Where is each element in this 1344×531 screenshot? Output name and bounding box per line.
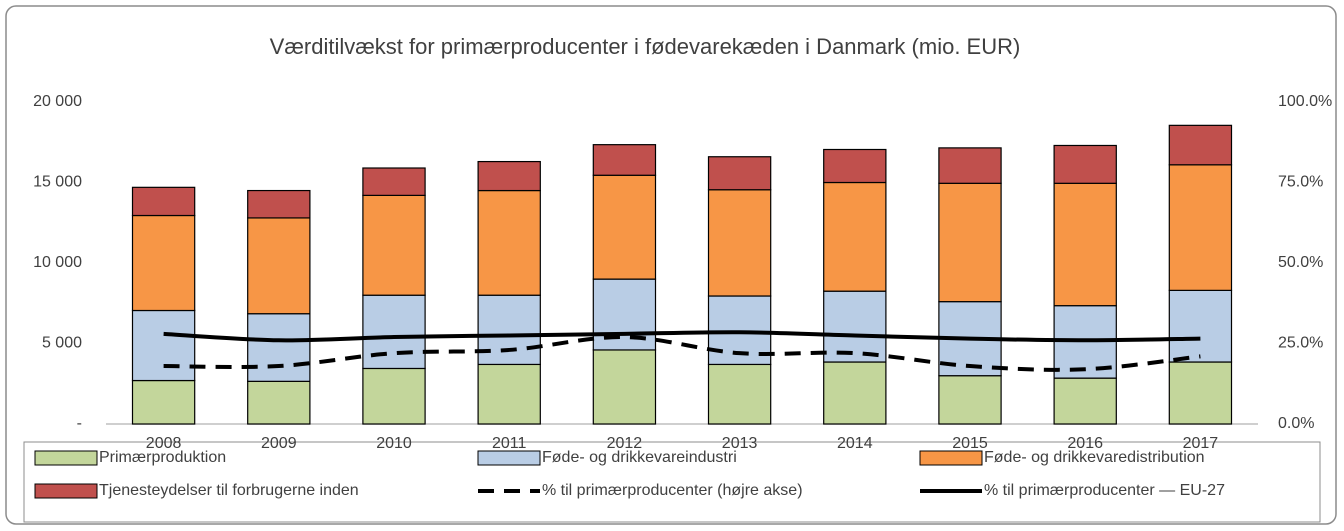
bar — [707, 156, 772, 191]
bar — [1053, 144, 1117, 184]
chart-title: Værditilvækst for primærproducenter i fø… — [270, 34, 1021, 59]
legend-frame — [23, 441, 1321, 523]
x-tick-label: 2016 — [1067, 435, 1103, 452]
legend-swatch — [919, 450, 983, 466]
legend-label: Tjenesteydelser til forbrugerne inden — [99, 482, 359, 499]
bar — [1168, 289, 1233, 363]
bar — [707, 189, 772, 297]
y2-tick-label: 50.0% — [1278, 254, 1323, 271]
line — [163, 330, 1201, 343]
bar — [247, 313, 311, 382]
bar — [592, 174, 657, 280]
bar — [938, 375, 1002, 425]
bar — [823, 290, 887, 363]
bar — [131, 309, 196, 382]
x-tick-label: 2012 — [607, 435, 643, 452]
x-tick-label: 2015 — [952, 435, 988, 452]
legend-swatch — [34, 483, 98, 499]
y-tick-label: 15 000 — [33, 174, 82, 191]
bar — [247, 217, 311, 315]
y2-tick-label: 25.0% — [1278, 335, 1323, 352]
bar — [477, 189, 541, 296]
y-tick-label: 20 000 — [33, 93, 82, 110]
legend-label: % til primærproducenter — EU-27 — [984, 482, 1225, 499]
bar — [477, 294, 541, 366]
bar — [131, 379, 196, 425]
bar — [823, 148, 887, 184]
legend-swatch — [34, 450, 98, 466]
bar — [938, 147, 1002, 184]
bar — [592, 349, 657, 425]
bar — [1053, 377, 1117, 425]
x-tick-label: 2014 — [837, 435, 873, 452]
y2-tick-label: 100.0% — [1278, 93, 1332, 110]
bar — [362, 194, 426, 296]
legend-label: Føde- og drikkevareindustri — [542, 449, 737, 466]
x-tick-label: 2009 — [261, 435, 297, 452]
bar — [1168, 361, 1233, 425]
y2-tick-label: 0.0% — [1278, 415, 1314, 432]
y-tick-label: 10 000 — [33, 254, 82, 271]
bar — [823, 361, 887, 425]
x-tick-label: 2013 — [722, 435, 758, 452]
line — [163, 335, 1201, 372]
bar — [131, 214, 196, 312]
bar — [707, 363, 772, 425]
bar — [823, 181, 887, 292]
bar — [247, 189, 311, 219]
y2-tick-label: 75.0% — [1278, 174, 1323, 191]
bar — [362, 367, 426, 425]
legend-swatch — [477, 450, 541, 466]
bar — [1168, 164, 1233, 291]
bar — [592, 278, 657, 351]
x-tick-label: 2010 — [376, 435, 412, 452]
bar — [131, 186, 196, 217]
legend-label: Primærproduktion — [99, 449, 226, 466]
bar — [362, 294, 426, 370]
bar — [477, 363, 541, 425]
bar — [362, 167, 426, 196]
bar — [938, 182, 1002, 303]
bar — [1168, 124, 1233, 166]
chart-frame — [5, 5, 1337, 525]
bar — [477, 160, 541, 192]
y-tick-label: 5 000 — [42, 335, 82, 352]
x-tick-label: 2008 — [146, 435, 182, 452]
x-tick-label: 2017 — [1183, 435, 1219, 452]
legend-label: % til primærproducenter (højre akse) — [542, 482, 803, 499]
y-tick-label: - — [77, 415, 82, 432]
bar — [1053, 182, 1117, 307]
legend-label: Føde- og drikkevaredistribution — [984, 449, 1205, 466]
bar — [592, 144, 657, 176]
x-tick-label: 2011 — [492, 435, 527, 452]
bar — [247, 380, 311, 425]
